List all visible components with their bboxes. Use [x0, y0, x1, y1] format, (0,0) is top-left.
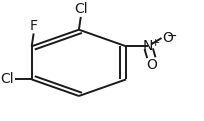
Text: O: O	[145, 58, 156, 72]
Text: +: +	[150, 38, 159, 48]
Text: F: F	[30, 19, 38, 33]
Text: −: −	[166, 29, 176, 42]
Text: Cl: Cl	[0, 72, 13, 86]
Text: N: N	[142, 39, 152, 53]
Text: Cl: Cl	[74, 2, 87, 16]
Text: O: O	[162, 31, 173, 45]
